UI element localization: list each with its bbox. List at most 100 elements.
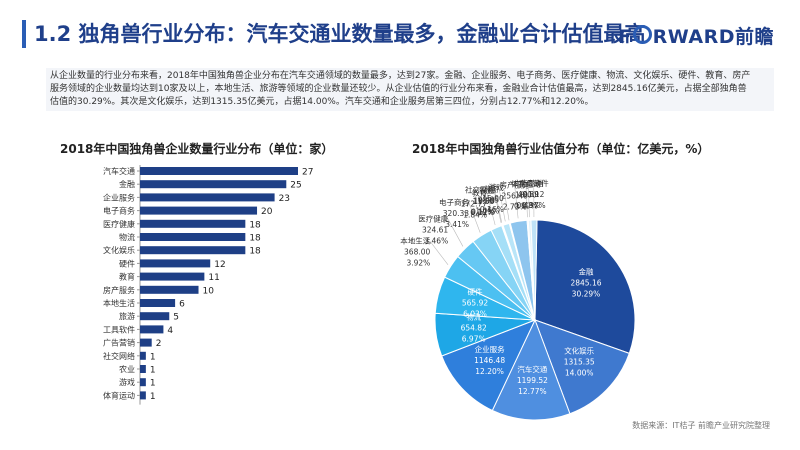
bar (140, 338, 152, 347)
bar-value-label: 23 (279, 194, 290, 204)
bar (140, 246, 246, 255)
bar-category-label: 广告营销 (103, 338, 135, 348)
bar (140, 312, 170, 321)
pie-slice-label: 医疗健康 (418, 213, 448, 223)
pie-percent-label: 2.73% (503, 203, 527, 212)
bar-category-label: 游戏 (119, 377, 135, 387)
pie-value-label: 98.85 (478, 195, 500, 204)
pie-slice-label: 硬件 (468, 286, 483, 296)
pie-slice (534, 319, 630, 415)
bar-category-label: 硬件 (119, 258, 135, 268)
bar (140, 299, 176, 307)
pie-leader-line (468, 202, 481, 233)
pie-value-label: 15.00 (482, 194, 504, 203)
pie-percent-label: 3.46% (424, 236, 448, 245)
pie-percent-label: 0.97% (522, 201, 546, 210)
data-source: 数据来源：IT桔子 前瞻产业研究院整理 (632, 421, 770, 430)
pie-leader-line (486, 193, 496, 226)
pie-value-label: 320.33 (443, 209, 469, 218)
bar (140, 167, 298, 175)
pie-value-label: 40.39 (518, 190, 540, 199)
pie-percent-label: 30.29% (572, 290, 601, 299)
bar-category-label: 旅游 (119, 311, 135, 321)
pie-value-label: 565.92 (462, 298, 488, 307)
bar-value-label: 25 (290, 181, 301, 191)
pie-value-label: 1199.52 (517, 376, 548, 385)
pie-percent-label: 0.16% (480, 205, 504, 214)
bar-value-label: 18 (249, 220, 261, 230)
bar (140, 219, 246, 228)
pie-slice-label: 广告营销 (513, 178, 543, 188)
pie-slice-label: 社交网络 (465, 185, 495, 195)
bar-category-label: 汽车交通 (103, 166, 135, 176)
pie-slice (491, 318, 571, 421)
intro-line: 从企业数量的行业分布来看，2018年中国独角兽企业分布在汽车交通领域的数量最多，… (50, 71, 751, 81)
pie-value-label: 1315.35 (564, 357, 595, 366)
pie-percent-label: 0.19% (514, 201, 538, 210)
pie-leader-line (528, 184, 530, 218)
intro-line: 估值的30.29%。其次是文化娱乐，达到1315.35亿美元，占据14.00%。… (50, 97, 594, 107)
bar (140, 285, 199, 294)
pie-slice-label: 工具软件 (519, 178, 549, 188)
intro-line: 服务领域的企业数量均达到10家及以上，本地生活、旅游等领域的企业数量还较少。从企… (50, 84, 747, 94)
pie-slice-label: 金融 (578, 267, 593, 277)
bar-chart-title: 2018年中国独角兽企业数量行业分布（单位：家） (60, 142, 334, 156)
bar-category-label: 医疗健康 (103, 219, 135, 229)
bar-value-label: 10 (203, 286, 215, 296)
intro-text: 从企业数量的行业分布来看，2018年中国独角兽企业分布在汽车交通领域的数量最多，… (46, 68, 774, 111)
bar-value-label: 1 (150, 352, 156, 362)
pie-percent-label: 1.84% (463, 211, 487, 220)
bar (140, 180, 287, 189)
pie-slice-label: 房产服务 (500, 180, 530, 190)
bar-category-label: 工具软件 (103, 324, 135, 334)
bar (140, 206, 258, 215)
bar (140, 365, 146, 373)
pie-leader-line (447, 219, 464, 247)
bar (140, 259, 211, 268)
pie-value-label: 1146.48 (474, 356, 505, 365)
pie-slice-label: 旅游 (484, 183, 499, 193)
pie-leader-line (498, 189, 506, 222)
bar-category-label: 物流 (119, 232, 135, 242)
pie-slice-label: 教育 (472, 188, 487, 198)
logo-text-right: RWARD前瞻 (652, 26, 774, 48)
pie-slice-label: 物流 (466, 311, 481, 321)
bar-value-label: 6 (179, 300, 185, 310)
pie-value-label: 368.00 (404, 248, 430, 257)
pie-leader-line (493, 190, 502, 223)
pie-percent-label: 1.05% (475, 206, 499, 215)
pie-chart-title: 2018年中国独角兽行业估值分布（单位：亿美元，%） (412, 142, 710, 156)
bar-value-label: 27 (302, 168, 313, 178)
pie-slice-label: 农业 (479, 185, 494, 195)
bar (140, 233, 246, 241)
pie-percent-label: 6.03% (463, 309, 487, 318)
bar-value-label: 11 (208, 273, 219, 283)
bar-value-label: 18 (249, 247, 261, 257)
pie-percent-label: 0.43% (516, 201, 540, 210)
bar-category-label: 房产服务 (103, 285, 135, 295)
pie-slice-label: 游戏 (489, 182, 504, 192)
pie-slice-label: 企业服务 (475, 344, 505, 354)
pie-percent-label: 3.92% (406, 259, 430, 268)
pie-percent-label: 14.00% (565, 368, 594, 377)
page-title: 1.2 独角兽行业分布：汽车交通业数量最多，金融业合计估值最高 (34, 22, 646, 46)
pie-percent-label: 6.97% (462, 334, 486, 343)
pie-slice (534, 219, 636, 354)
logo-text-left: F (618, 26, 632, 48)
pie-percent-label: 3.41% (445, 220, 469, 229)
pie-value-label: 654.82 (461, 323, 487, 332)
pie-slice (530, 219, 538, 321)
pie-leader-line (525, 184, 528, 218)
bar-category-label: 金融 (119, 179, 135, 189)
bar-value-label: 1 (150, 392, 156, 402)
pie-value-label: 18.00 (515, 190, 537, 199)
header: 1.2 独角兽行业分布：汽车交通业数量最多，金融业合计估值最高 F RWARD前瞻 (0, 0, 800, 64)
pie-value-label: 10.00 (473, 197, 495, 206)
bar-category-label: 农业 (119, 364, 135, 374)
pie-value-label: 324.61 (422, 225, 448, 234)
pie-slice-label: 体育运动 (511, 178, 541, 188)
pie-slice-label: 电子商务 (439, 197, 469, 207)
bar (140, 378, 146, 387)
bar (140, 193, 275, 202)
